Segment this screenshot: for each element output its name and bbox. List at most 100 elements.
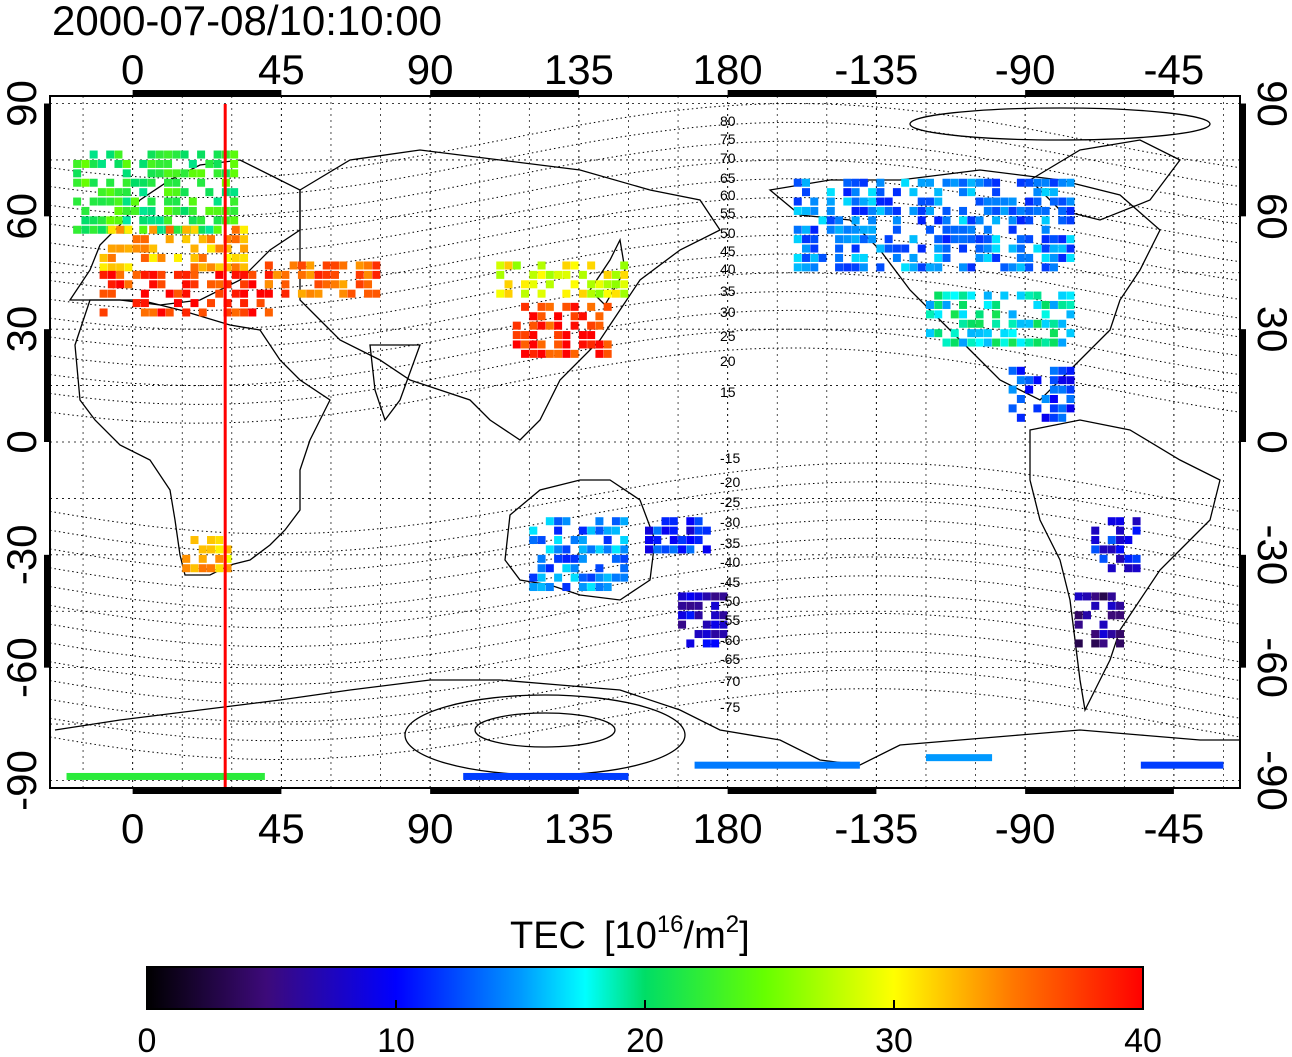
tec-point <box>537 573 546 582</box>
tec-point <box>139 188 148 197</box>
tec-point <box>702 592 711 601</box>
tec-point <box>1132 526 1141 535</box>
tec-point <box>496 270 505 279</box>
tec-point <box>1016 235 1025 244</box>
tec-point <box>164 150 173 159</box>
tec-point <box>975 329 984 338</box>
tec-point <box>172 169 181 178</box>
tec-point <box>578 270 587 279</box>
tec-point <box>207 235 216 244</box>
tec-point <box>116 270 125 279</box>
y-axis-left-labels: 90 60 30 0 -30 -60 -90 <box>0 80 45 811</box>
tec-point <box>678 601 687 610</box>
tec-point <box>230 150 239 159</box>
tec-point <box>1099 545 1108 554</box>
tec-point <box>205 206 214 215</box>
tec-point <box>215 289 224 298</box>
tec-point <box>99 289 108 298</box>
tec-point <box>554 270 563 279</box>
tec-point <box>297 289 306 298</box>
tec-point <box>1016 253 1025 262</box>
tec-point <box>240 280 249 289</box>
tec-point <box>1049 385 1058 394</box>
tec-point <box>537 554 546 563</box>
tec-point <box>281 270 290 279</box>
tec-point <box>925 300 934 309</box>
tec-point <box>1041 413 1050 422</box>
frame-tick-bar <box>727 788 877 794</box>
tec-point <box>231 225 240 234</box>
magnetic-contour <box>50 328 1240 405</box>
tec-point <box>1008 385 1017 394</box>
tec-point <box>1049 394 1058 403</box>
tec-point <box>793 235 802 244</box>
tec-point <box>537 536 546 545</box>
tec-point <box>1016 413 1025 422</box>
x-tick-label-top: 0 <box>121 46 144 93</box>
tec-point <box>661 526 670 535</box>
tec-point <box>719 611 728 620</box>
contour-label: -75 <box>720 699 740 715</box>
tec-point <box>182 225 191 234</box>
tec-point <box>620 564 629 573</box>
x-tick-label-top: -90 <box>995 46 1056 93</box>
tec-point <box>529 349 538 358</box>
tec-point <box>81 206 90 215</box>
tec-point <box>157 280 166 289</box>
tec-point <box>942 338 951 347</box>
contour-label: -25 <box>720 494 740 510</box>
tec-point <box>587 526 596 535</box>
tec-point <box>231 270 240 279</box>
tec-point <box>1066 216 1075 225</box>
tec-point <box>1033 338 1042 347</box>
tec-point <box>124 225 133 234</box>
tec-point <box>959 235 968 244</box>
tec-point <box>620 289 629 298</box>
tec-point <box>835 253 844 262</box>
tec-point <box>1099 639 1108 648</box>
tec-point <box>909 235 918 244</box>
tec-point <box>164 216 173 225</box>
contour-label: 65 <box>720 170 736 186</box>
tec-point <box>89 216 98 225</box>
tec-point <box>545 321 554 330</box>
tec-point <box>992 300 1001 309</box>
contour-label: 55 <box>720 205 736 221</box>
tec-point <box>1008 404 1017 413</box>
tec-point <box>537 312 546 321</box>
tec-point <box>1107 592 1116 601</box>
tec-point <box>859 263 868 272</box>
tec-point <box>122 206 131 215</box>
tec-point <box>1124 564 1133 573</box>
tec-point <box>595 564 604 573</box>
tec-point <box>97 159 106 168</box>
tec-point <box>89 159 98 168</box>
tec-point <box>909 263 918 272</box>
tec-point <box>140 308 149 317</box>
tec-point <box>132 270 141 279</box>
tec-point <box>537 270 546 279</box>
tec-point <box>107 280 116 289</box>
tec-point <box>1000 329 1009 338</box>
tec-point <box>89 225 98 234</box>
tec-point <box>190 564 199 573</box>
tec-point <box>198 308 207 317</box>
tec-point <box>1116 554 1125 563</box>
tec-point <box>1049 300 1058 309</box>
tec-point <box>314 280 323 289</box>
y-tick-label-right: 0 <box>1249 430 1292 453</box>
tec-point <box>959 291 968 300</box>
tec-point <box>1066 300 1075 309</box>
tec-point <box>205 188 214 197</box>
tec-point <box>207 545 216 554</box>
colorbar-tick-label: 0 <box>138 1022 157 1057</box>
tec-point <box>678 536 687 545</box>
tec-point <box>223 299 232 308</box>
tec-point <box>213 206 222 215</box>
tec-point <box>917 178 926 187</box>
tec-point <box>859 197 868 206</box>
tec-point <box>587 331 596 340</box>
tec-point <box>1066 178 1075 187</box>
tec-point <box>603 536 612 545</box>
tec-point <box>570 564 579 573</box>
